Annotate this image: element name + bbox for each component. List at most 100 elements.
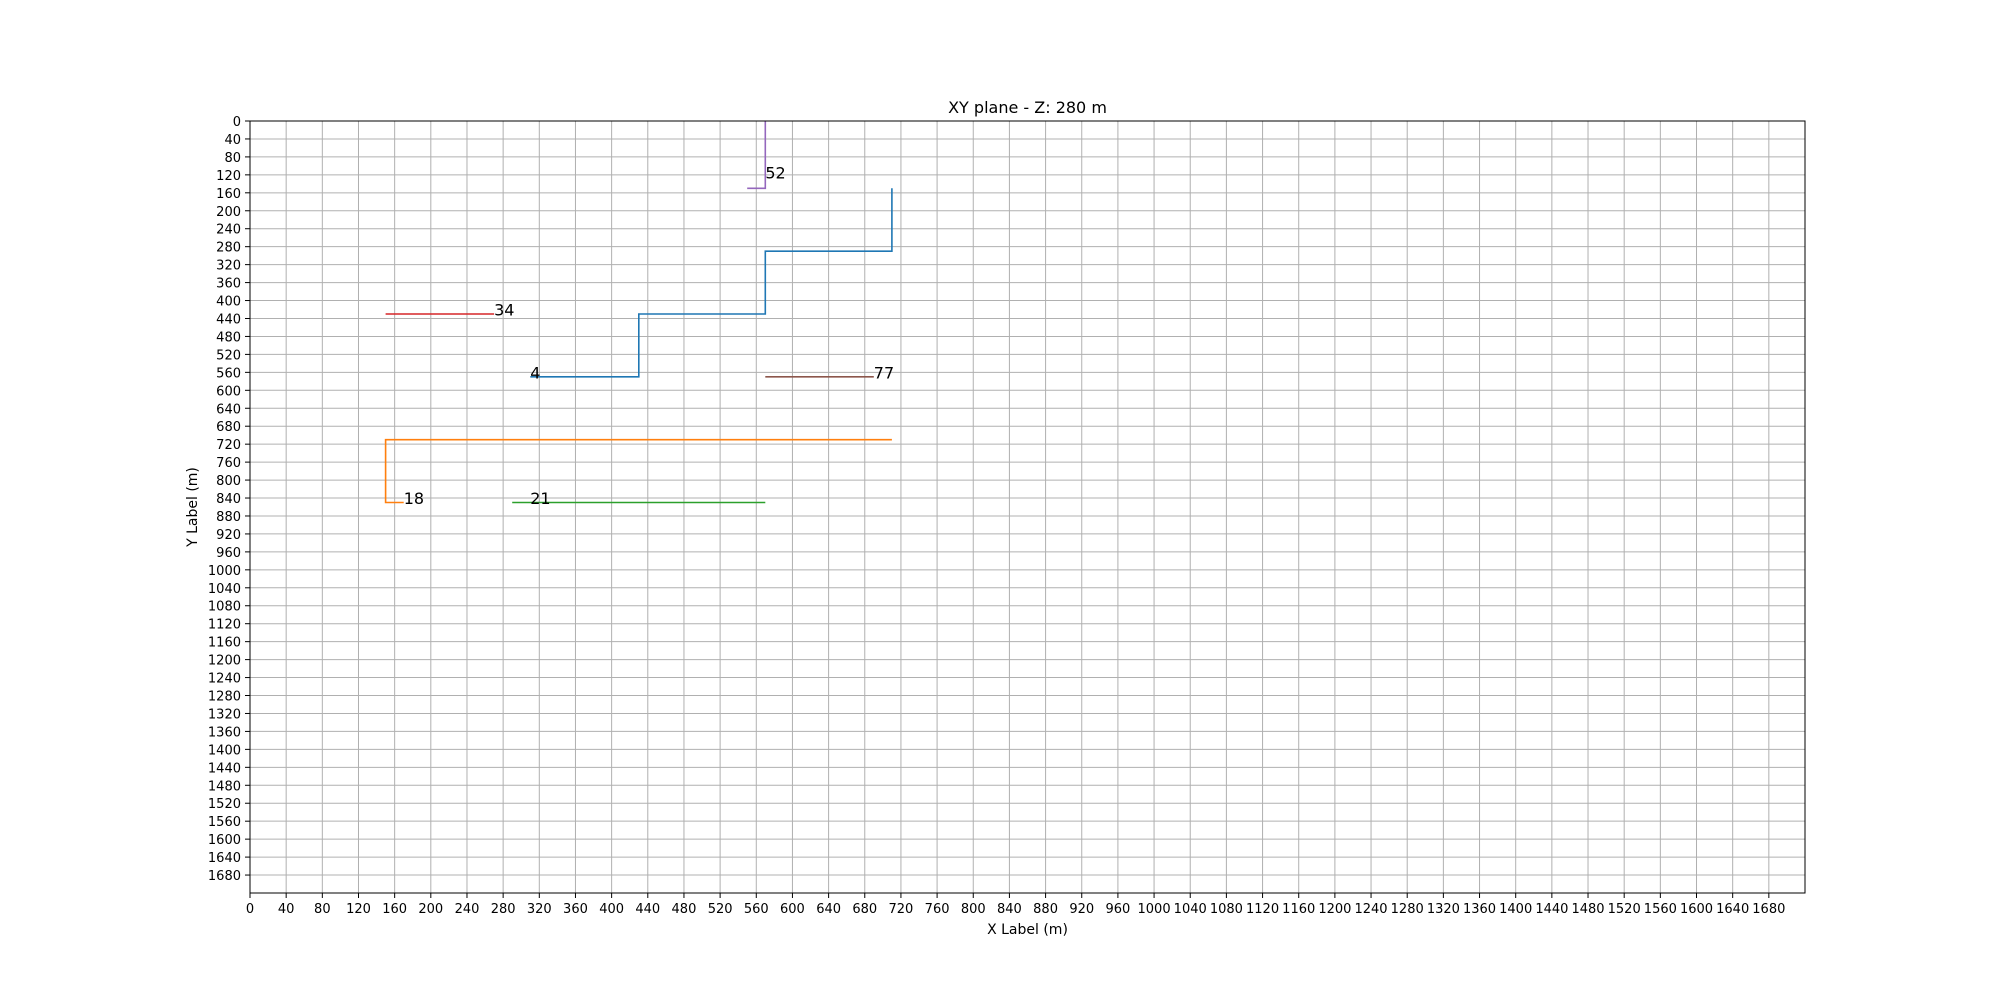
series-line-18 — [384, 438, 892, 504]
series-label-52: 52 — [765, 164, 785, 183]
x-tick-label: 600 — [780, 902, 805, 917]
series-label-21: 21 — [530, 489, 550, 508]
x-tick-label: 240 — [455, 902, 480, 917]
y-tick-label: 280 — [216, 241, 241, 256]
y-tick-label: 1360 — [208, 725, 241, 740]
chart-title: XY plane - Z: 280 m — [948, 98, 1107, 117]
y-tick-label: 240 — [216, 223, 241, 238]
y-tick-label: 1600 — [208, 833, 241, 848]
x-tick-label: 120 — [346, 902, 371, 917]
x-tick-label: 1680 — [1752, 902, 1785, 917]
x-axis: 0 40 80 120 160 200 240 280 320 360 400 440 480 520 56… — [246, 893, 1785, 917]
y-tick-label: 1280 — [208, 690, 241, 705]
y-tick-label: 320 — [216, 259, 241, 274]
y-tick-label: 640 — [216, 402, 241, 417]
x-tick-label: 0 — [246, 902, 254, 917]
y-tick-label: 960 — [216, 546, 241, 561]
y-tick-label: 520 — [216, 348, 241, 363]
series-label-18: 18 — [404, 489, 424, 508]
series-line-4 — [530, 188, 893, 378]
x-tick-label: 720 — [889, 902, 914, 917]
x-tick-label: 520 — [708, 902, 733, 917]
x-tick-label: 1200 — [1318, 902, 1351, 917]
series-label-34: 34 — [494, 301, 514, 320]
y-axis: 0 40 80 120 160 200 240 280 320 360 400 440 480 520 56… — [208, 115, 250, 884]
y-tick-label: 1680 — [208, 869, 241, 884]
x-tick-label: 1040 — [1174, 902, 1207, 917]
y-tick-label: 440 — [216, 312, 241, 327]
x-tick-label: 1000 — [1138, 902, 1171, 917]
y-tick-label: 1560 — [208, 815, 241, 830]
x-tick-label: 800 — [961, 902, 986, 917]
x-tick-label: 1560 — [1644, 902, 1677, 917]
y-tick-label: 1320 — [208, 707, 241, 722]
x-tick-label: 40 — [278, 902, 295, 917]
x-tick-label: 320 — [527, 902, 552, 917]
x-tick-label: 360 — [563, 902, 588, 917]
x-tick-label: 1400 — [1499, 902, 1532, 917]
y-axis-label: Y Label (m) — [185, 467, 201, 548]
x-tick-label: 960 — [1105, 902, 1130, 917]
y-tick-label: 720 — [216, 438, 241, 453]
y-tick-label: 1120 — [208, 618, 241, 633]
y-tick-label: 1160 — [208, 636, 241, 651]
x-tick-label: 1640 — [1716, 902, 1749, 917]
series-label-77: 77 — [874, 363, 894, 382]
x-tick-label: 680 — [852, 902, 877, 917]
x-tick-label: 920 — [1069, 902, 1094, 917]
series-annotations: 4 18 21 34 52 77 — [404, 164, 894, 508]
y-tick-label: 1400 — [208, 743, 241, 758]
x-tick-label: 440 — [635, 902, 660, 917]
y-tick-label: 1440 — [208, 761, 241, 776]
y-tick-label: 40 — [224, 133, 241, 148]
y-tick-label: 560 — [216, 366, 241, 381]
y-tick-label: 840 — [216, 492, 241, 507]
y-tick-label: 360 — [216, 277, 241, 292]
x-tick-label: 1440 — [1535, 902, 1568, 917]
y-tick-label: 800 — [216, 474, 241, 489]
y-tick-label: 1240 — [208, 672, 241, 687]
x-tick-label: 1360 — [1463, 902, 1496, 917]
y-tick-label: 1520 — [208, 797, 241, 812]
series-label-4: 4 — [530, 363, 540, 382]
y-tick-label: 1080 — [208, 600, 241, 615]
x-tick-label: 1160 — [1282, 902, 1315, 917]
y-tick-label: 920 — [216, 528, 241, 543]
series-line-52 — [747, 121, 767, 190]
y-tick-label: 1000 — [208, 564, 241, 579]
x-tick-label: 840 — [997, 902, 1022, 917]
x-tick-label: 480 — [672, 902, 697, 917]
x-tick-label: 1120 — [1246, 902, 1279, 917]
y-tick-label: 80 — [224, 151, 241, 166]
x-tick-label: 1280 — [1391, 902, 1424, 917]
x-tick-label: 1520 — [1608, 902, 1641, 917]
y-tick-label: 680 — [216, 420, 241, 435]
y-tick-label: 1040 — [208, 582, 241, 597]
x-tick-label: 1600 — [1680, 902, 1713, 917]
y-tick-label: 1200 — [208, 654, 241, 669]
x-axis-label: X Label (m) — [987, 922, 1068, 938]
x-tick-label: 1080 — [1210, 902, 1243, 917]
y-tick-label: 1480 — [208, 779, 241, 794]
y-tick-label: 200 — [216, 205, 241, 220]
x-tick-label: 400 — [599, 902, 624, 917]
x-tick-label: 1240 — [1354, 902, 1387, 917]
series-group — [384, 121, 893, 504]
y-tick-label: 160 — [216, 187, 241, 202]
x-tick-label: 1480 — [1571, 902, 1604, 917]
x-tick-label: 280 — [491, 902, 516, 917]
x-tick-label: 1320 — [1427, 902, 1460, 917]
grid-lines — [249, 120, 1805, 893]
y-tick-label: 120 — [216, 169, 241, 184]
y-tick-label: 880 — [216, 510, 241, 525]
x-tick-label: 560 — [744, 902, 769, 917]
x-tick-label: 160 — [382, 902, 407, 917]
y-tick-label: 760 — [216, 456, 241, 471]
x-tick-label: 200 — [418, 902, 443, 917]
y-tick-label: 1640 — [208, 851, 241, 866]
x-tick-label: 760 — [925, 902, 950, 917]
y-tick-label: 400 — [216, 295, 241, 310]
y-tick-label: 480 — [216, 330, 241, 345]
